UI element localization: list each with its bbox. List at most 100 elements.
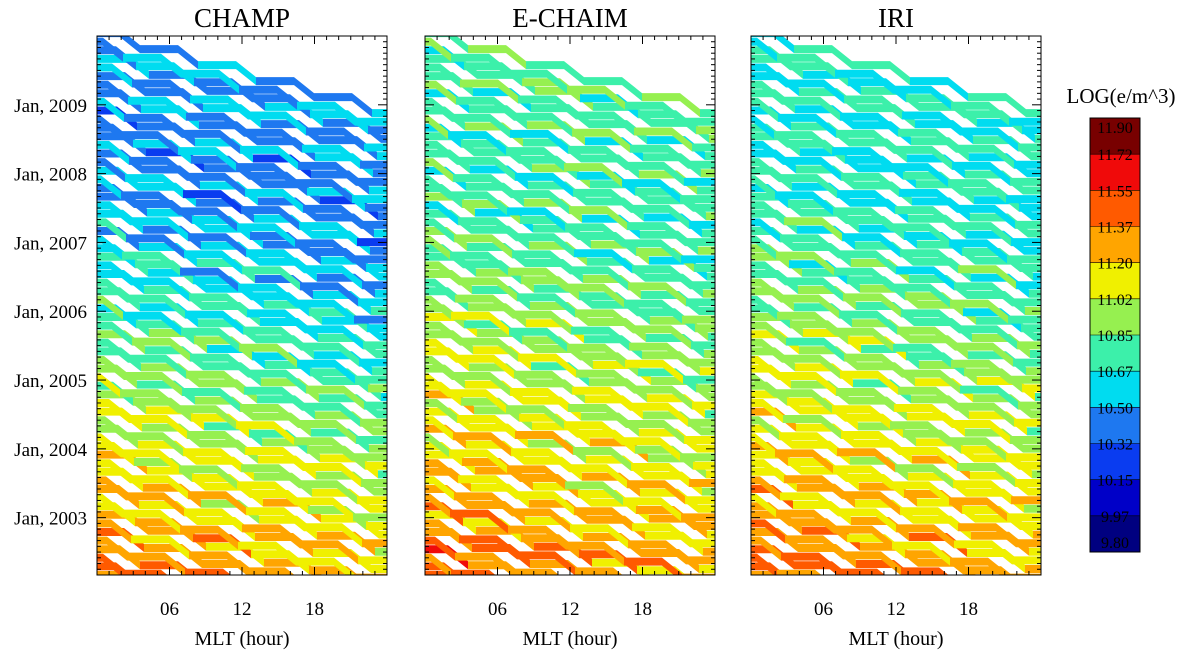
density-band-segment	[783, 415, 841, 439]
density-band-segment	[685, 238, 715, 247]
colorbar-title: LOG(e/m^3)	[1067, 84, 1176, 108]
density-band-segment	[850, 456, 908, 481]
density-band-segment	[470, 423, 528, 448]
density-band-segment	[449, 191, 507, 216]
density-band-segment	[840, 370, 898, 395]
density-band-segment	[425, 467, 471, 492]
density-band-segment	[777, 569, 822, 575]
density-band-segment	[1015, 220, 1041, 229]
density-band-segment	[958, 265, 1016, 290]
density-band-segment	[639, 428, 697, 453]
density-band-segment	[454, 492, 512, 517]
density-band-segment	[572, 386, 630, 411]
density-band-segment	[458, 475, 516, 500]
density-band-segment	[751, 373, 774, 398]
density-band-segment	[374, 487, 387, 496]
density-band-segment	[252, 94, 310, 119]
density-band-segment	[514, 112, 572, 137]
y-tick-label: Jan, 2008	[14, 165, 87, 186]
density-band-segment	[361, 479, 387, 487]
density-band-segment	[261, 120, 319, 145]
density-band-segment	[751, 399, 783, 423]
density-band-segment	[751, 390, 800, 415]
density-band-segment	[697, 186, 715, 195]
density-band-segment	[644, 471, 702, 496]
density-band-segment	[961, 187, 1019, 212]
density-band-segment	[751, 502, 789, 527]
density-band-segment	[913, 257, 971, 282]
density-band-segment	[631, 463, 689, 487]
density-band-segment	[425, 390, 474, 415]
colorbar-swatch	[1090, 407, 1140, 444]
density-band-segment	[782, 96, 840, 121]
density-band-segment	[123, 53, 181, 78]
density-band-segment	[466, 440, 524, 465]
density-band-segment	[133, 397, 191, 422]
density-band-segment	[97, 175, 121, 200]
density-band-segment	[587, 515, 645, 540]
density-band-segment	[702, 229, 715, 238]
density-band-segment	[952, 161, 1010, 186]
density-band-segment	[948, 437, 1006, 462]
density-band-segment	[586, 455, 644, 480]
density-band-segment	[179, 465, 237, 490]
density-band-segment	[296, 557, 354, 575]
density-band-segment	[137, 380, 195, 405]
density-band-segment	[187, 172, 245, 197]
density-band-segment	[184, 508, 242, 533]
density-band-segment	[972, 592, 1030, 616]
density-band-segment	[425, 37, 451, 62]
density-band-segment	[425, 244, 463, 269]
colorbar-level-label: 10.32	[1097, 437, 1133, 454]
y-tick-label: Jan, 2007	[14, 233, 87, 254]
density-band-segment	[125, 174, 183, 199]
density-band-segment	[181, 327, 239, 352]
density-band-segment	[297, 618, 355, 642]
density-band-segment	[97, 433, 121, 458]
density-band-segment	[248, 111, 306, 136]
panel-iri: 06 12 18 MLT (hour) IRI	[750, 3, 1042, 654]
density-band-segment	[425, 330, 473, 355]
density-band-segment	[377, 410, 387, 419]
density-band-segment	[517, 293, 575, 318]
density-band-segment	[632, 265, 690, 290]
colorbar-level-label: 11.55	[1097, 183, 1132, 200]
density-band-segment	[143, 483, 201, 508]
density-band-segment	[509, 69, 567, 94]
density-band-segment	[751, 201, 784, 226]
density-band-segment	[356, 177, 387, 186]
density-band-segment	[97, 528, 144, 552]
density-band-segment	[425, 433, 449, 458]
density-band-segment	[963, 308, 1021, 333]
density-band-segment	[323, 635, 381, 654]
density-band-segment	[581, 154, 639, 179]
density-band-segment	[696, 126, 715, 135]
density-band-segment	[131, 277, 189, 302]
density-band-segment	[848, 78, 906, 103]
density-band-segment	[425, 338, 456, 363]
density-band-segment	[910, 77, 968, 102]
density-band-segment	[751, 261, 785, 286]
density-band-segment	[702, 487, 715, 496]
density-band-segment	[469, 105, 527, 130]
density-band-segment	[303, 204, 361, 229]
density-band-segment	[693, 203, 715, 212]
density-band-segment	[1022, 384, 1041, 393]
density-band-segment	[521, 534, 579, 559]
density-band-segment	[566, 283, 624, 308]
density-band-segment	[842, 491, 900, 516]
density-band-segment	[143, 225, 201, 250]
density-band-segment	[977, 635, 1035, 654]
density-band-segment	[834, 267, 892, 292]
density-band-segment	[585, 137, 643, 162]
density-band-segment	[689, 220, 715, 229]
density-band-segment	[358, 556, 387, 565]
density-band-segment	[299, 480, 357, 505]
density-band-segment	[751, 528, 798, 552]
density-band-segment	[1016, 539, 1041, 548]
density-band-segment	[135, 260, 193, 285]
density-band-segment	[97, 442, 134, 466]
density-band-segment	[507, 465, 565, 490]
density-band-segment	[971, 273, 1029, 298]
density-band-segment	[425, 201, 458, 226]
